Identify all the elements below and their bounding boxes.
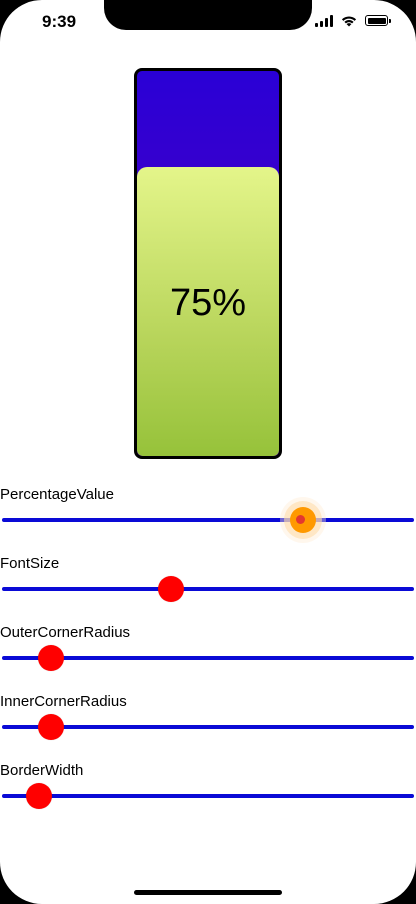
- border-width-slider[interactable]: [2, 794, 414, 798]
- percentage-value-label: PercentageValue: [0, 486, 114, 503]
- percentage-value-thumb[interactable]: [289, 507, 316, 533]
- outer-corner-radius-thumb[interactable]: [38, 645, 65, 671]
- inner-corner-radius-slider[interactable]: [2, 725, 414, 729]
- border-width-label: BorderWidth: [0, 762, 84, 779]
- gauge-value-text: 75%: [169, 282, 247, 324]
- font-size-slider[interactable]: [2, 587, 414, 591]
- percentage-value-control: PercentageValue: [0, 486, 416, 533]
- percentage-gauge: 75%: [134, 68, 282, 459]
- battery-icon: [365, 15, 391, 26]
- percentage-value-slider[interactable]: [2, 518, 414, 522]
- inner-corner-radius-label: InnerCornerRadius: [0, 693, 127, 710]
- inner-corner-radius-thumb[interactable]: [38, 714, 65, 740]
- font-size-label: FontSize: [0, 555, 60, 572]
- border-width-control: BorderWidth: [0, 762, 416, 809]
- wifi-icon: [341, 16, 357, 27]
- border-width-thumb[interactable]: [26, 783, 53, 809]
- status-time: 9:39: [42, 12, 77, 31]
- status-icons: [315, 14, 391, 27]
- outer-corner-radius-control: OuterCornerRadius: [0, 624, 416, 671]
- font-size-control: FontSize: [0, 555, 416, 602]
- outer-corner-radius-slider[interactable]: [2, 656, 414, 660]
- cellular-signal-icon: [315, 14, 333, 27]
- outer-corner-radius-label: OuterCornerRadius: [0, 624, 131, 641]
- gauge-fill: [137, 167, 279, 456]
- home-indicator[interactable]: [134, 890, 282, 895]
- inner-corner-radius-control: InnerCornerRadius: [0, 693, 416, 740]
- font-size-thumb[interactable]: [157, 576, 184, 602]
- notch: [104, 0, 312, 30]
